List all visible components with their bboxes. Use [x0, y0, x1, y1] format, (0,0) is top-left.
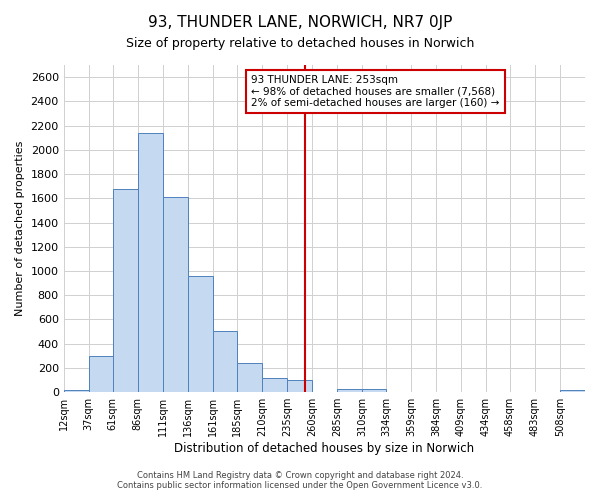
Bar	[337, 388, 362, 392]
Text: Size of property relative to detached houses in Norwich: Size of property relative to detached ho…	[126, 38, 474, 51]
Text: Contains HM Land Registry data © Crown copyright and database right 2024.
Contai: Contains HM Land Registry data © Crown c…	[118, 470, 482, 490]
X-axis label: Distribution of detached houses by size in Norwich: Distribution of detached houses by size …	[174, 442, 475, 455]
Bar	[237, 362, 262, 392]
Text: 93 THUNDER LANE: 253sqm
← 98% of detached houses are smaller (7,568)
2% of semi-: 93 THUNDER LANE: 253sqm ← 98% of detache…	[251, 75, 500, 108]
Bar	[188, 276, 213, 392]
Bar	[138, 133, 163, 392]
Text: 93, THUNDER LANE, NORWICH, NR7 0JP: 93, THUNDER LANE, NORWICH, NR7 0JP	[148, 15, 452, 30]
Bar	[362, 388, 386, 392]
Bar	[64, 390, 89, 392]
Bar	[89, 356, 113, 392]
Y-axis label: Number of detached properties: Number of detached properties	[15, 141, 25, 316]
Bar	[213, 331, 237, 392]
Bar	[287, 380, 312, 392]
Bar	[113, 188, 138, 392]
Bar	[560, 390, 585, 392]
Bar	[163, 197, 188, 392]
Bar	[262, 378, 287, 392]
